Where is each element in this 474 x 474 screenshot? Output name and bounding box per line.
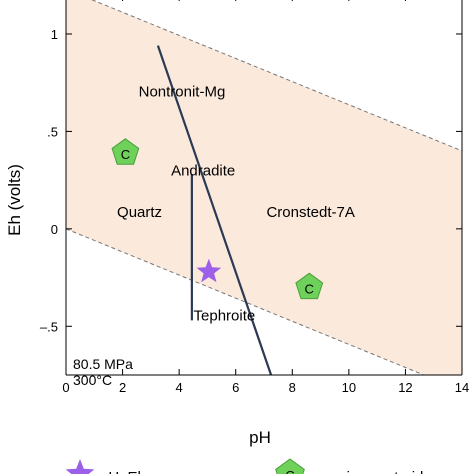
field-label-nontronit-mg: Nontronit-Mg <box>139 83 226 100</box>
species-centroid-marker-1: C <box>111 138 140 165</box>
y-tick-label: 0 <box>51 222 58 237</box>
x-tick-label: 8 <box>289 380 296 395</box>
centroid-letter: C <box>305 281 314 296</box>
x-axis-title: pH <box>249 428 271 447</box>
legend-star-marker <box>65 459 95 474</box>
x-tick-label: 12 <box>398 380 412 395</box>
y-tick-label: .5 <box>47 124 58 139</box>
x-tick-label: 6 <box>232 380 239 395</box>
ph-eh-star-marker <box>196 258 222 283</box>
y-tick-label: –.5 <box>40 319 58 334</box>
x-tick-label: 14 <box>455 380 469 395</box>
x-tick-label: 4 <box>176 380 183 395</box>
centroid-letter: C <box>121 147 130 162</box>
legend-label-ph-eh: pH, Eh <box>100 469 146 474</box>
phase-boundary-line-1 <box>156 45 273 375</box>
x-tick-label: 0 <box>62 380 69 395</box>
pentagon-marker <box>295 272 324 300</box>
field-label-quartz: Quartz <box>117 204 162 221</box>
field-label-andradite: Andradite <box>171 162 235 179</box>
x-tick-label: 10 <box>342 380 356 395</box>
water-upper-limit-line <box>91 0 462 152</box>
temperature-label: 300°C <box>73 372 112 388</box>
field-label-tephroite: Tephroite <box>194 307 256 324</box>
pentagon-marker <box>111 138 140 165</box>
species-centroid-marker-2: C <box>295 272 324 300</box>
x-tick-label: 2 <box>119 380 126 395</box>
water-stability-region <box>66 0 462 375</box>
y-tick-label: 1 <box>51 27 58 42</box>
pentagon-marker <box>275 458 305 474</box>
y-axis-title: Eh (volts) <box>5 164 24 236</box>
legend-label-species-centroid: species centroid <box>315 469 423 474</box>
pressure-label: 80.5 MPa <box>73 356 133 372</box>
centroid-letter: C <box>285 468 294 474</box>
legend-centroid-marker: C <box>275 458 305 474</box>
field-label-cronstedt-7a: Cronstedt-7A <box>266 204 354 221</box>
water-lower-limit-line <box>66 228 426 375</box>
